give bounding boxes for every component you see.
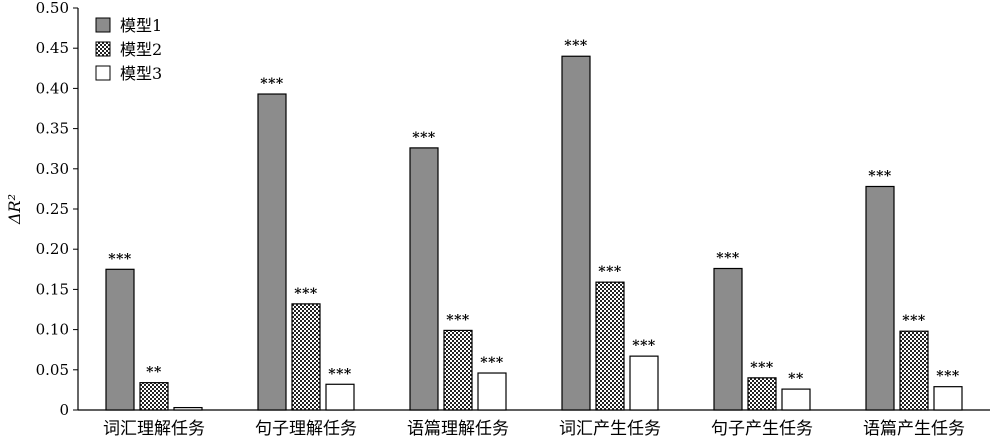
- y-tick-label: 0.15: [36, 280, 69, 298]
- significance-label: ***: [108, 251, 132, 267]
- significance-label: ***: [750, 360, 774, 376]
- legend-swatch-1: [95, 17, 111, 33]
- legend-swatch-2: [95, 41, 111, 57]
- y-tick-label: 0.35: [36, 120, 69, 138]
- bar-1: [105, 268, 135, 411]
- y-axis-label: ΔR²: [5, 194, 24, 225]
- x-tick-label: 语篇产生任务: [863, 419, 965, 439]
- significance-label: ***: [260, 76, 284, 92]
- y-tick-label: 0.25: [36, 200, 69, 218]
- y-tick-label: 0.30: [36, 160, 69, 178]
- bar-1: [561, 55, 591, 411]
- bar-3: [173, 406, 203, 411]
- significance-label: ***: [902, 313, 926, 329]
- bar-3: [477, 372, 507, 411]
- y-tick-label: 0.20: [36, 240, 69, 258]
- y-tick-label: 0.40: [36, 79, 69, 97]
- legend-swatch-3: [95, 65, 111, 81]
- bar-3: [781, 388, 811, 411]
- significance-label: ***: [328, 366, 352, 382]
- y-tick-label: 0.05: [36, 361, 69, 379]
- x-tick-label: 句子产生任务: [711, 419, 813, 439]
- bar-2: [139, 382, 169, 411]
- y-tick-label: 0: [59, 401, 69, 419]
- significance-label: ***: [632, 338, 656, 354]
- bar-2: [595, 281, 625, 411]
- bar-3: [325, 383, 355, 411]
- bar-2: [291, 303, 321, 411]
- bar-1: [257, 93, 287, 411]
- significance-label: ***: [412, 130, 436, 146]
- significance-label: ***: [716, 250, 740, 266]
- bar-2: [747, 377, 777, 411]
- x-tick-label: 词汇理解任务: [103, 419, 205, 439]
- y-tick-label: 0.50: [36, 0, 69, 17]
- significance-label: **: [788, 371, 804, 387]
- x-tick-label: 词汇产生任务: [559, 419, 661, 439]
- bar-2: [899, 330, 929, 411]
- bar-1: [713, 267, 743, 411]
- x-tick-label: 语篇理解任务: [407, 419, 509, 439]
- legend-label: 模型2: [120, 40, 162, 59]
- significance-label: ***: [936, 369, 960, 385]
- significance-label: ***: [446, 312, 470, 328]
- legend-label: 模型3: [120, 64, 162, 83]
- bar-1: [865, 185, 895, 411]
- legend-label: 模型1: [120, 16, 162, 35]
- bar-3: [933, 386, 963, 411]
- significance-label: ***: [564, 38, 588, 54]
- bar-1: [409, 147, 439, 411]
- x-tick-label: 句子理解任务: [255, 419, 357, 439]
- y-tick-label: 0.10: [36, 321, 69, 339]
- significance-label: ***: [598, 264, 622, 280]
- y-tick-label: 0.45: [36, 39, 69, 57]
- significance-label: ***: [480, 355, 504, 371]
- bar-2: [443, 329, 473, 411]
- significance-label: **: [146, 365, 162, 381]
- bar-3: [629, 355, 659, 411]
- significance-label: ***: [294, 286, 318, 302]
- significance-label: ***: [868, 168, 892, 184]
